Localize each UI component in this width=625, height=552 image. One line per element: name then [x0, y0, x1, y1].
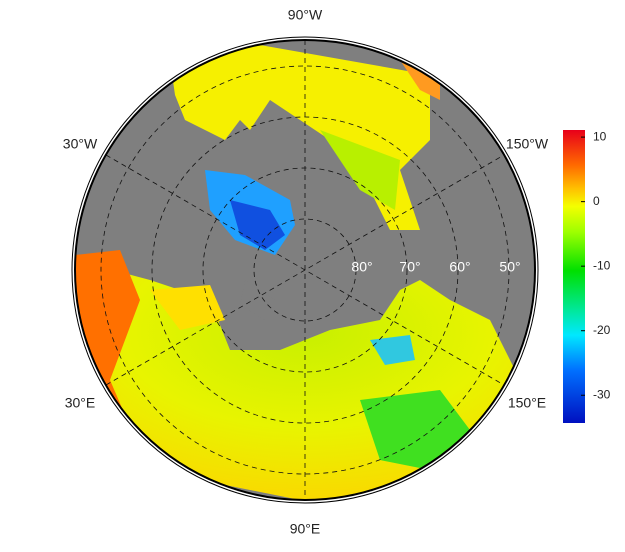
canada-green: [320, 130, 400, 210]
latitude-label: 80°: [351, 259, 372, 275]
siberia-green: [360, 390, 470, 470]
greenland-core: [230, 200, 285, 250]
longitude-label: 30°W: [63, 136, 98, 152]
longitude-label: 30°E: [65, 395, 96, 411]
colorbar: [563, 130, 585, 423]
colorbar-tick-label: -20: [593, 323, 611, 337]
longitude-label: 90°E: [290, 521, 321, 537]
meridian: [105, 154, 505, 386]
siberia-cyan: [370, 335, 415, 365]
longitude-label: 150°E: [508, 395, 546, 411]
map-border: [74, 39, 536, 501]
latitude-circle: [253, 218, 357, 322]
colorbar-tick-label: 10: [593, 129, 607, 143]
island-arch: [240, 280, 275, 320]
latitude-label: 60°: [449, 259, 470, 275]
longitude-label: 90°W: [288, 7, 323, 23]
latitude-label: 50°: [499, 259, 520, 275]
longitude-label: 150°W: [506, 136, 549, 152]
latitude-circle: [100, 65, 510, 475]
colorbar-ticks: 10 0 -10 -20 -30: [581, 129, 611, 401]
colorbar-tick-label: -30: [593, 387, 611, 401]
map-border-outer: [71, 36, 539, 504]
colorbar-tick-label: -10: [593, 258, 611, 272]
graticule: [100, 40, 510, 500]
latitude-circle: [151, 116, 459, 424]
colorbar-tick-label: 0: [593, 194, 600, 208]
scandinavia: [150, 285, 225, 330]
latitude-label: 70°: [399, 259, 420, 275]
